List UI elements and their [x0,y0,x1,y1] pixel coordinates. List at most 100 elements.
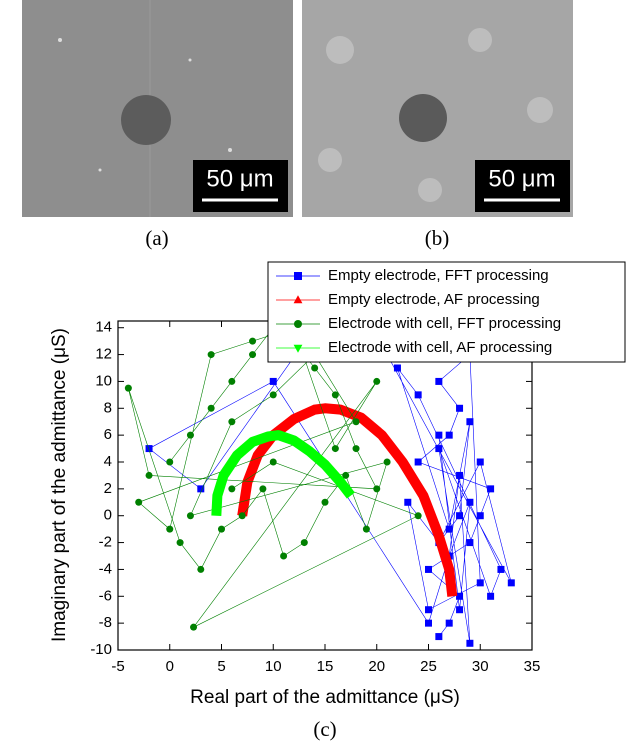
marker [476,458,484,466]
marker [342,471,350,479]
panel-label: (a) [145,226,168,250]
marker [331,445,339,453]
panel-label: (c) [313,717,336,741]
x-tick-label: 15 [317,658,334,675]
x-tick-label: 20 [368,658,385,675]
marker [466,498,474,506]
y-tick-label: 6 [104,426,112,443]
marker [414,391,422,399]
y-tick-label: 8 [104,399,112,416]
marker [166,458,174,466]
x-axis-title: Real part of the admittance (μS) [190,687,460,708]
marker [218,525,225,533]
marker [383,458,391,466]
y-tick-label: 4 [104,453,112,470]
marker [373,485,381,493]
fft-trace [128,327,419,628]
legend-label: Empty electrode, AF processing [328,291,540,308]
y-tick-label: -10 [90,641,112,658]
marker [228,485,236,493]
marker [186,431,194,439]
marker [456,471,464,479]
marker [321,498,329,506]
marker [269,377,277,385]
y-tick-label: -8 [99,614,112,631]
marker [145,471,153,479]
marker [435,445,443,453]
axes: -5 0 5 10 15 20 25 30 35 -10 -8 -6 -4 -2 0 2 4 6 8 10 12 14 [90,319,540,675]
af-curve [237,403,458,597]
marker [280,552,288,560]
marker [293,295,303,304]
marker [425,606,432,614]
marker [456,592,464,600]
scale-bar-label: 50 μm [206,165,273,192]
legend-box [267,261,626,363]
marker [197,485,205,493]
marker [456,404,464,412]
fft-trace [148,327,512,644]
marker [466,639,474,647]
marker [293,344,303,353]
marker [476,512,484,520]
marker [238,512,246,520]
x-tick-label: 35 [524,658,541,675]
legend-label: Electrode with cell, FFT processing [328,315,561,332]
marker [445,431,453,439]
marker [228,377,236,385]
marker [352,418,360,426]
marker [331,391,339,399]
x-tick-label: -5 [111,658,124,675]
marker [425,565,432,573]
marker [456,606,464,614]
marker [373,377,381,385]
marker [190,623,198,631]
marker [476,579,484,587]
marker [466,418,474,426]
marker [487,485,495,493]
y-tick-label: -6 [99,587,112,604]
marker [207,404,215,412]
marker [352,445,360,453]
marker [176,539,184,547]
marker [269,458,277,466]
marker [294,272,302,280]
marker [393,364,401,372]
y-tick-label: 0 [104,507,112,524]
marker [414,458,422,466]
marker [445,619,453,627]
marker [166,525,174,533]
y-axis-title: Imaginary part of the admittance (μS) [49,328,70,642]
marker [507,579,515,587]
marker [259,485,267,493]
plot-area [124,324,515,647]
marker [435,633,443,641]
marker [186,512,194,520]
y-tick-label: -2 [99,534,112,551]
y-tick-label: 14 [95,319,112,336]
marker [435,377,443,385]
marker [300,539,308,547]
marker [249,351,257,359]
marker [435,431,443,439]
marker [135,498,143,506]
micrograph-b: 50 μm [302,0,573,217]
x-tick-label: 30 [472,658,489,675]
marker [145,445,153,453]
y-tick-label: 2 [104,480,112,497]
x-tick-label: 25 [420,658,437,675]
x-tick-label: 5 [217,658,225,675]
y-tick-label: 10 [95,372,112,389]
y-tick-label: 12 [95,346,112,363]
marker [487,592,495,600]
af-curve [211,430,355,516]
marker [404,498,412,506]
legend: Empty electrode, FFT processing Empty ele… [267,261,626,363]
marker [362,525,370,533]
marker [197,565,205,573]
marker [228,418,236,426]
legend-label: Electrode with cell, AF processing [328,339,552,356]
marker [269,391,277,399]
legend-label: Empty electrode, FFT processing [328,267,549,284]
